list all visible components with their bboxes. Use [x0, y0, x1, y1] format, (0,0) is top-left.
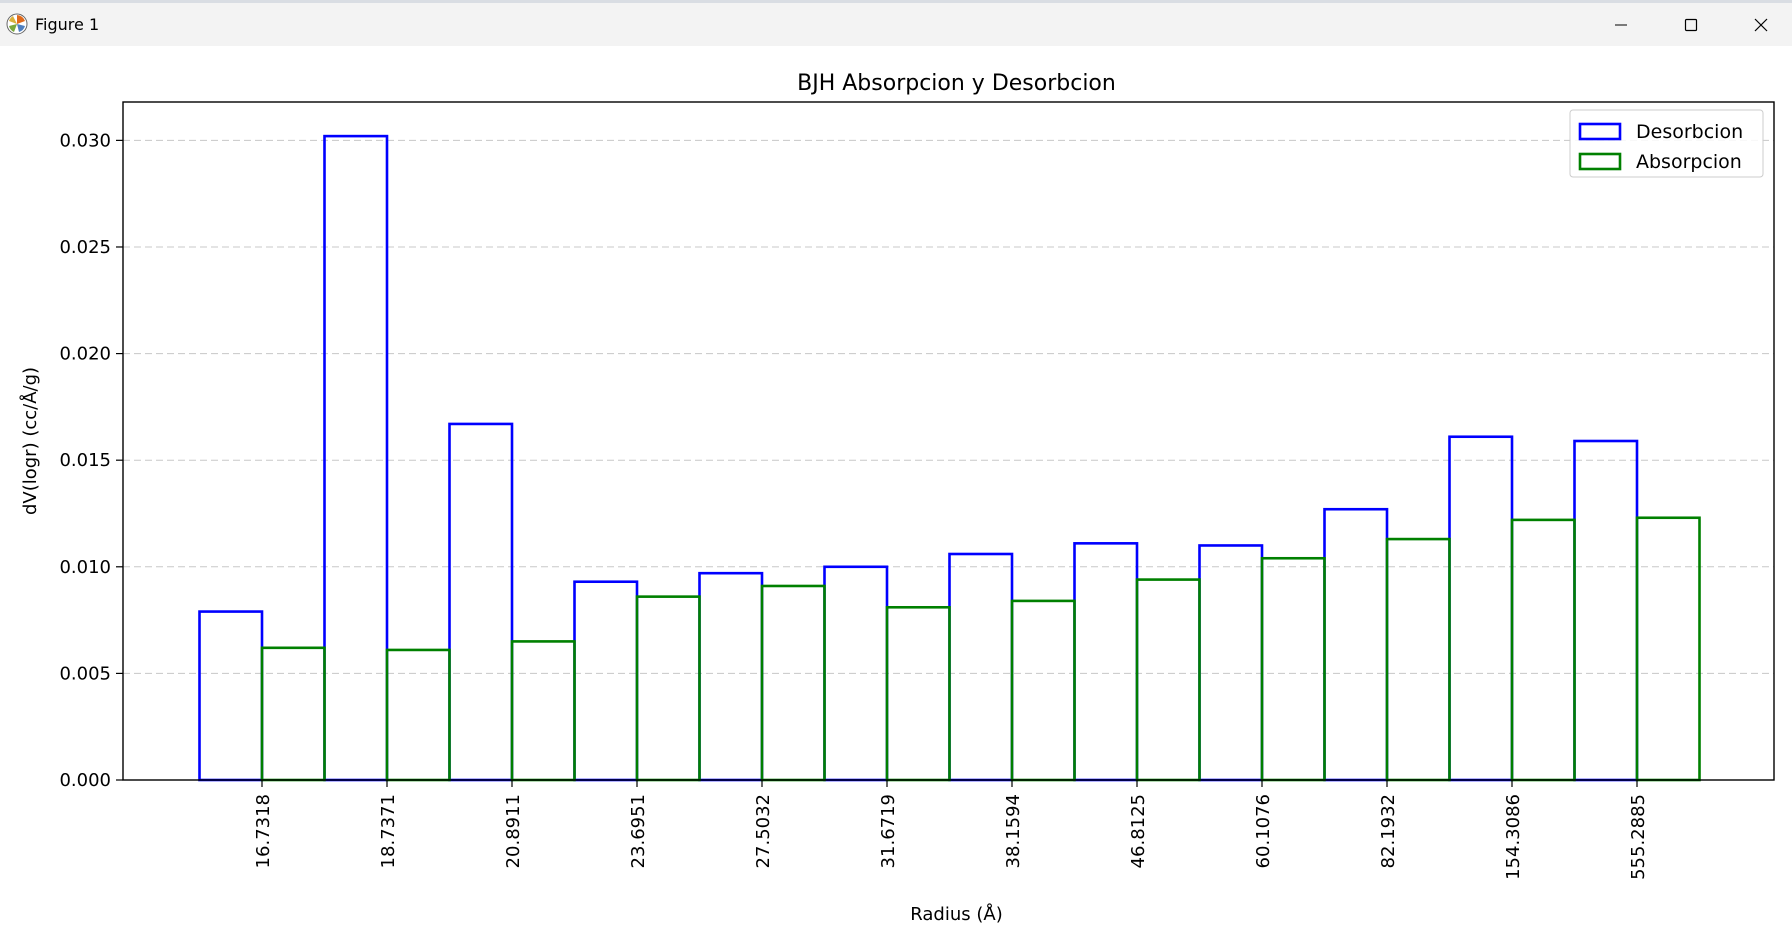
x-tick-label: 46.8125	[1128, 794, 1149, 868]
maximize-button[interactable]	[1656, 3, 1726, 46]
absorpcion-bar	[510, 640, 576, 782]
desorbcion-bar	[573, 580, 639, 782]
x-tick-label: 31.6719	[878, 794, 899, 868]
grid-lines	[123, 139, 1774, 674]
desorbcion-bar	[448, 422, 514, 782]
desorbcion-bar	[323, 134, 389, 782]
x-tick-label: 23.6951	[628, 794, 649, 868]
y-tick-label: 0.015	[59, 450, 111, 471]
legend-label: Absorpcion	[1636, 151, 1742, 173]
x-tick-label: 18.7371	[378, 794, 399, 868]
y-tick-label: 0.005	[59, 663, 111, 684]
y-axis-label: dV(logr) (cc/Å/g)	[19, 367, 41, 515]
desorbcion-bar	[1448, 435, 1514, 782]
x-tick-label: 38.1594	[1003, 794, 1024, 868]
absorpcion-bar	[260, 646, 326, 782]
legend-swatch	[1578, 122, 1622, 141]
legend-box	[1569, 109, 1764, 178]
y-tick-label: 0.030	[59, 130, 111, 151]
desorbcion-bar	[198, 610, 264, 782]
y-tick-label: 0.020	[59, 344, 111, 365]
x-axis-ticks: 16.7318 18.7371 20.8911 23.6951 27.5032 31.67…	[253, 780, 1649, 880]
absorpcion-bar	[760, 584, 826, 782]
legend-label: Desorbcion	[1636, 121, 1743, 143]
y-axis-ticks: 0.000 0.005 0.010 0.015 0.020 0.025 0.030	[59, 130, 123, 791]
taskbar-strip	[0, 0, 1792, 3]
absorpcion-bar	[635, 595, 701, 782]
x-axis-label: Radius (Å)	[910, 903, 1002, 925]
desorbcion-bar	[698, 571, 764, 782]
absorpcion-bar	[1010, 599, 1076, 782]
absorpcion-bar	[1510, 518, 1576, 782]
x-tick-label: 27.5032	[753, 794, 774, 868]
y-tick-label: 0.010	[59, 557, 111, 578]
desorbcion-bar	[1323, 507, 1389, 782]
y-tick-label: 0.025	[59, 237, 111, 258]
legend-swatch	[1578, 152, 1622, 171]
maximize-icon	[1683, 17, 1699, 33]
x-tick-label: 154.3086	[1503, 794, 1524, 880]
bars	[198, 134, 1701, 782]
absorpcion-bar	[1635, 516, 1701, 782]
desorbcion-bar	[1573, 439, 1639, 782]
absorpcion-bar	[1260, 556, 1326, 782]
figure-canvas: 0.000 0.005 0.010 0.015 0.020 0.025 0.030 16.7…	[0, 46, 1792, 931]
absorpcion-bar	[1135, 578, 1201, 782]
desorbcion-bar	[1073, 542, 1139, 782]
desorbcion-bar	[948, 552, 1014, 782]
x-tick-label: 82.1932	[1378, 794, 1399, 868]
window-title: Figure 1	[35, 15, 100, 34]
matplotlib-icon	[6, 13, 28, 35]
x-tick-label: 16.7318	[253, 794, 274, 868]
minimize-icon	[1613, 17, 1629, 33]
x-tick-label: 60.1076	[1253, 794, 1274, 868]
x-tick-label: 555.2885	[1628, 794, 1649, 880]
legend: Desorbcion Absorpcion	[1569, 109, 1764, 178]
absorpcion-bar	[1385, 537, 1451, 782]
desorbcion-bar	[1198, 544, 1264, 782]
plot-frame	[122, 101, 1775, 781]
x-tick-label: 20.8911	[503, 794, 524, 868]
close-button[interactable]	[1726, 3, 1792, 46]
y-tick-label: 0.000	[59, 770, 111, 791]
minimize-button[interactable]	[1586, 3, 1656, 46]
bar-chart: 0.000 0.005 0.010 0.015 0.020 0.025 0.030 16.7…	[19, 71, 1775, 925]
absorpcion-bar	[885, 606, 951, 782]
close-icon	[1753, 17, 1769, 33]
window-titlebar: Figure 1	[0, 3, 1792, 46]
chart-title: BJH Absorpcion y Desorbcion	[797, 71, 1116, 96]
absorpcion-bar	[385, 648, 451, 782]
